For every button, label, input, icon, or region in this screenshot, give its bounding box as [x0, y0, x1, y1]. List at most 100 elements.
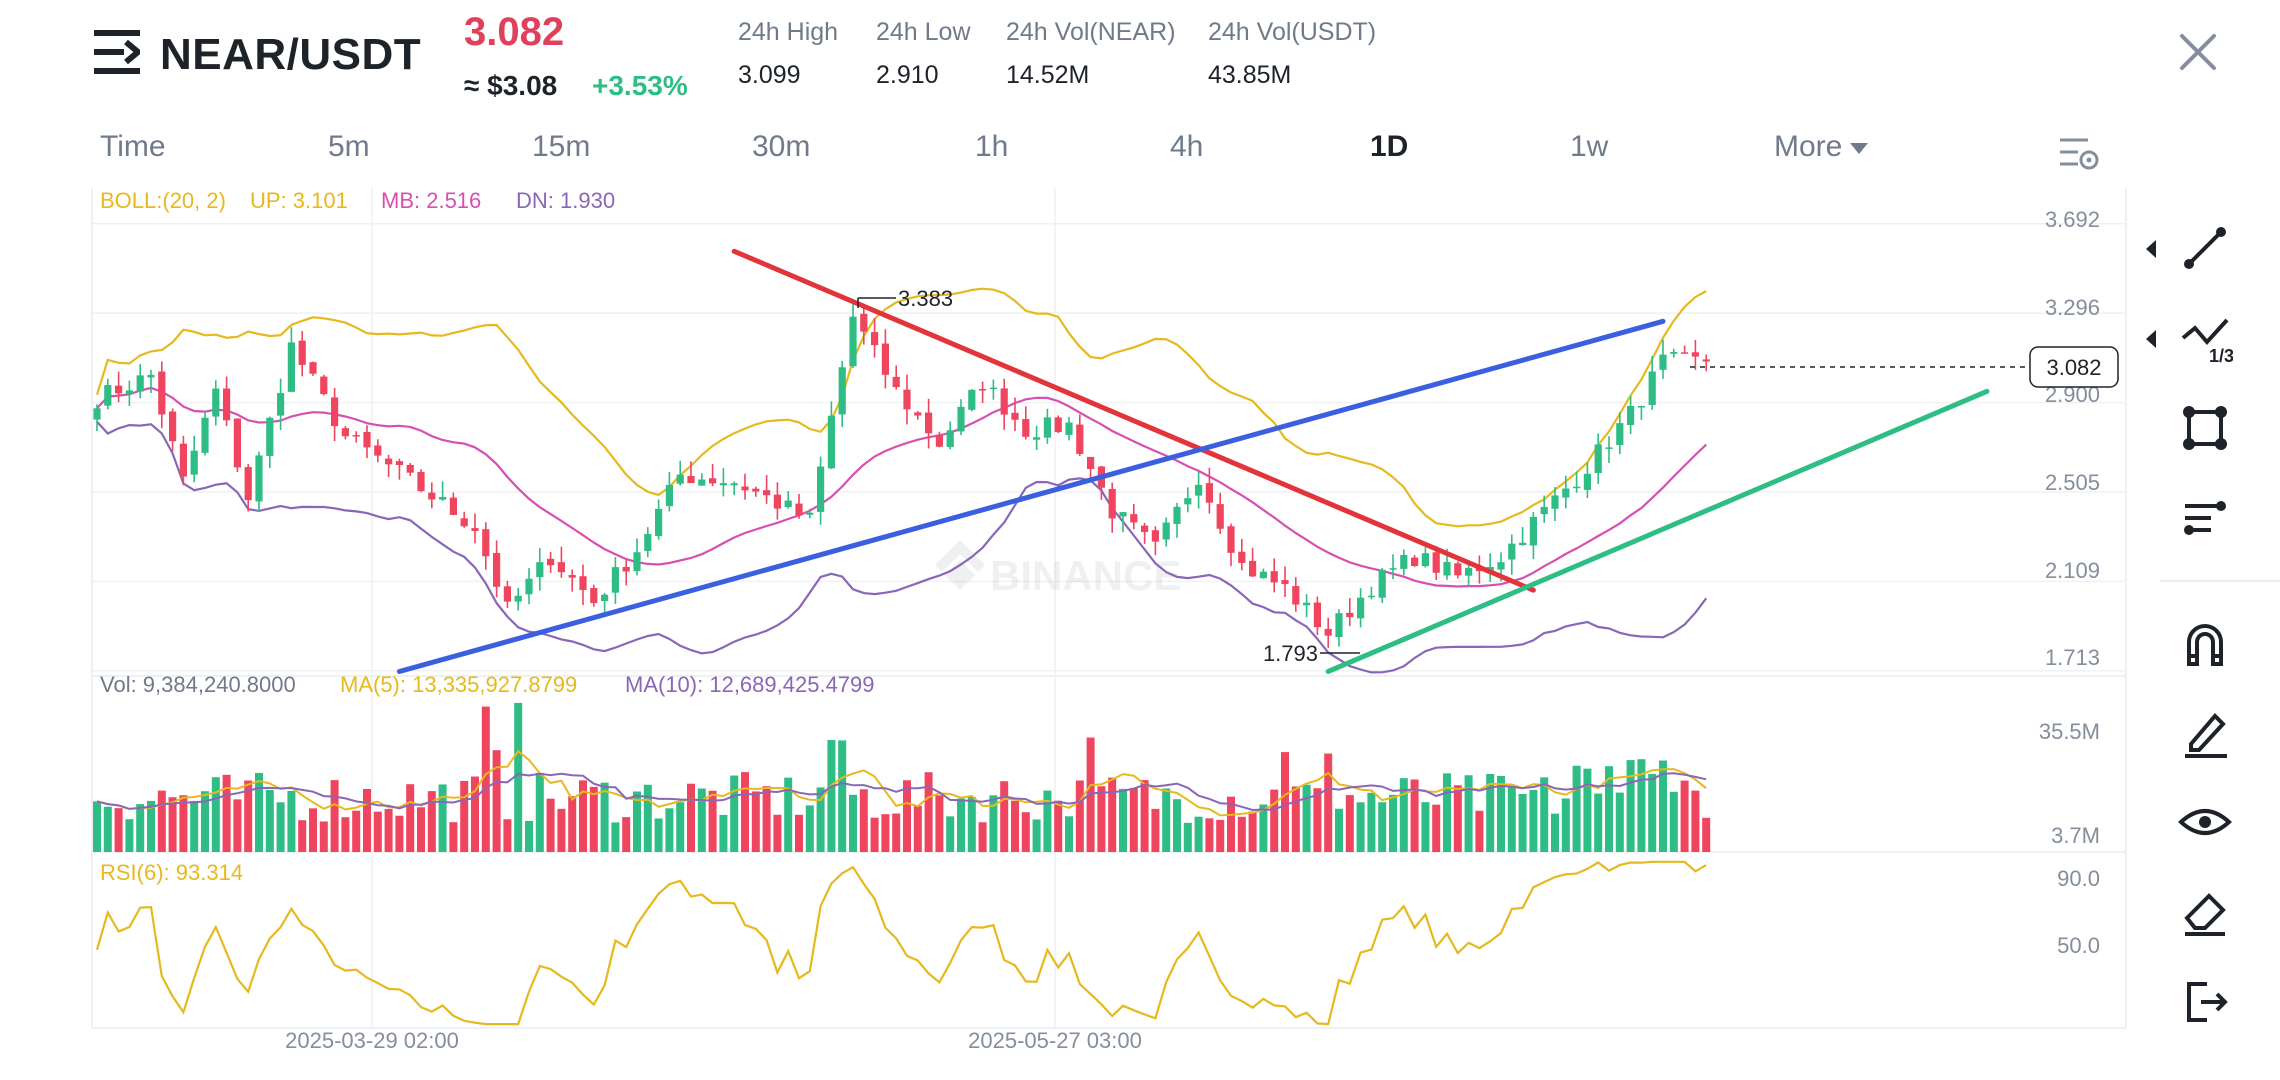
high-annotation: 3.383 [898, 286, 953, 311]
volume-bar [136, 804, 145, 852]
trend-line-icon [2184, 227, 2226, 269]
tab-30m[interactable]: 30m [752, 130, 811, 163]
candle [169, 408, 177, 452]
candle [428, 482, 436, 509]
volume-bar [427, 791, 436, 852]
candle-body [1335, 613, 1343, 638]
candle [1216, 492, 1224, 534]
magnet-tool[interactable] [2170, 612, 2240, 676]
caret-down-icon [1850, 142, 1869, 154]
volume-bar [373, 811, 382, 852]
vol-label: Vol: 9,384,240.8000 [100, 672, 296, 697]
candle [244, 463, 252, 512]
price-chart[interactable]: BINANCE BOLL:(20, 2) UP: 3.101 MB: 2.516… [0, 180, 2140, 1060]
candle [590, 584, 598, 607]
close-icon[interactable] [2176, 30, 2220, 74]
fibonacci-tool[interactable]: 1/3 [2146, 306, 2240, 370]
trend-lines[interactable] [396, 248, 1990, 674]
trend-line-tool[interactable] [2146, 216, 2240, 280]
parallel-channel-tool[interactable] [2170, 486, 2240, 550]
candle [212, 380, 220, 426]
volume-bar [1086, 737, 1095, 852]
y-axis-labels: 3.692 3.296 2.900 2.505 2.109 1.713 35.5… [2039, 207, 2100, 958]
candle-body [1551, 495, 1559, 509]
candle [320, 374, 328, 396]
candle-body [763, 490, 771, 496]
candle-body [147, 374, 155, 378]
volume-bar [773, 814, 782, 852]
candle-body [1162, 522, 1170, 540]
tab-5m[interactable]: 5m [328, 130, 370, 163]
candle [1594, 433, 1602, 484]
volume-bar [546, 798, 555, 852]
watermark-text: BINANCE [990, 552, 1181, 599]
candle-body [385, 458, 393, 465]
candle [1670, 348, 1678, 358]
tab-1w[interactable]: 1w [1570, 130, 1609, 163]
binance-menu-logo-icon[interactable] [94, 30, 140, 74]
candle-body [709, 478, 717, 484]
svg-text:1/3: 1/3 [2209, 346, 2233, 366]
volume-bars [93, 702, 1711, 852]
candle [255, 451, 263, 512]
candle [395, 458, 403, 480]
trend-line-red [731, 248, 1536, 593]
candle-body [773, 494, 781, 509]
candle-body [125, 390, 133, 395]
candle-body [460, 518, 468, 527]
volume-bar [147, 800, 155, 852]
candle-body [439, 496, 447, 500]
tab-15m[interactable]: 15m [532, 130, 591, 163]
candle [385, 454, 393, 478]
candle-body [406, 464, 414, 473]
volume-bar [1227, 796, 1235, 852]
candle-body [179, 443, 187, 477]
visibility-tool[interactable] [2170, 790, 2240, 854]
candle [903, 374, 911, 425]
candle [773, 482, 781, 520]
tab-more[interactable]: More [1774, 130, 1869, 164]
candle [1108, 482, 1116, 533]
candlesticks [93, 303, 1710, 648]
chart-settings-icon[interactable] [2058, 132, 2100, 174]
pen-tool[interactable] [2170, 700, 2240, 764]
exit-drawing-tool[interactable] [2170, 970, 2240, 1034]
candle-body [1670, 351, 1678, 354]
trading-pair-title[interactable]: NEAR/USDT [160, 30, 422, 79]
candle [1573, 471, 1581, 493]
candle [1357, 588, 1365, 628]
stat-24h-vol-base: 24h Vol(NEAR) 14.52M [1006, 18, 1176, 90]
candle [449, 492, 457, 516]
price-annotations: 3.383 1.793 [857, 286, 1360, 666]
candle-body [903, 389, 911, 410]
candle [147, 369, 155, 394]
volume-bar [881, 814, 890, 852]
candle-body [1432, 552, 1440, 573]
tab-1h[interactable]: 1h [975, 130, 1009, 163]
low-annotation: 1.793 [1263, 641, 1318, 666]
volume-bar [1594, 793, 1603, 852]
volume-ma10-line [96, 772, 1707, 812]
candle-body [395, 461, 403, 466]
eraser-tool[interactable] [2170, 880, 2240, 944]
volume-bar [1324, 753, 1333, 852]
candle [1022, 406, 1030, 440]
tab-4h[interactable]: 4h [1170, 130, 1204, 163]
tab-1d[interactable]: 1D [1370, 130, 1409, 163]
candle-body [1205, 483, 1213, 503]
candle [957, 399, 965, 436]
rectangle-tool[interactable] [2170, 396, 2240, 460]
candle [806, 508, 814, 519]
candle [1529, 512, 1537, 559]
tab-more-label: More [1774, 130, 1843, 163]
volume-bar [319, 821, 328, 852]
volume-bar [1183, 822, 1192, 852]
tab-time[interactable]: Time [100, 130, 166, 163]
volume-bar [1000, 781, 1009, 852]
volume-bar [805, 805, 814, 852]
candle-body [1443, 561, 1451, 576]
volume-bar [1561, 798, 1570, 852]
candle-body [493, 553, 501, 587]
candle-body [1637, 406, 1645, 408]
candle [1141, 522, 1149, 544]
